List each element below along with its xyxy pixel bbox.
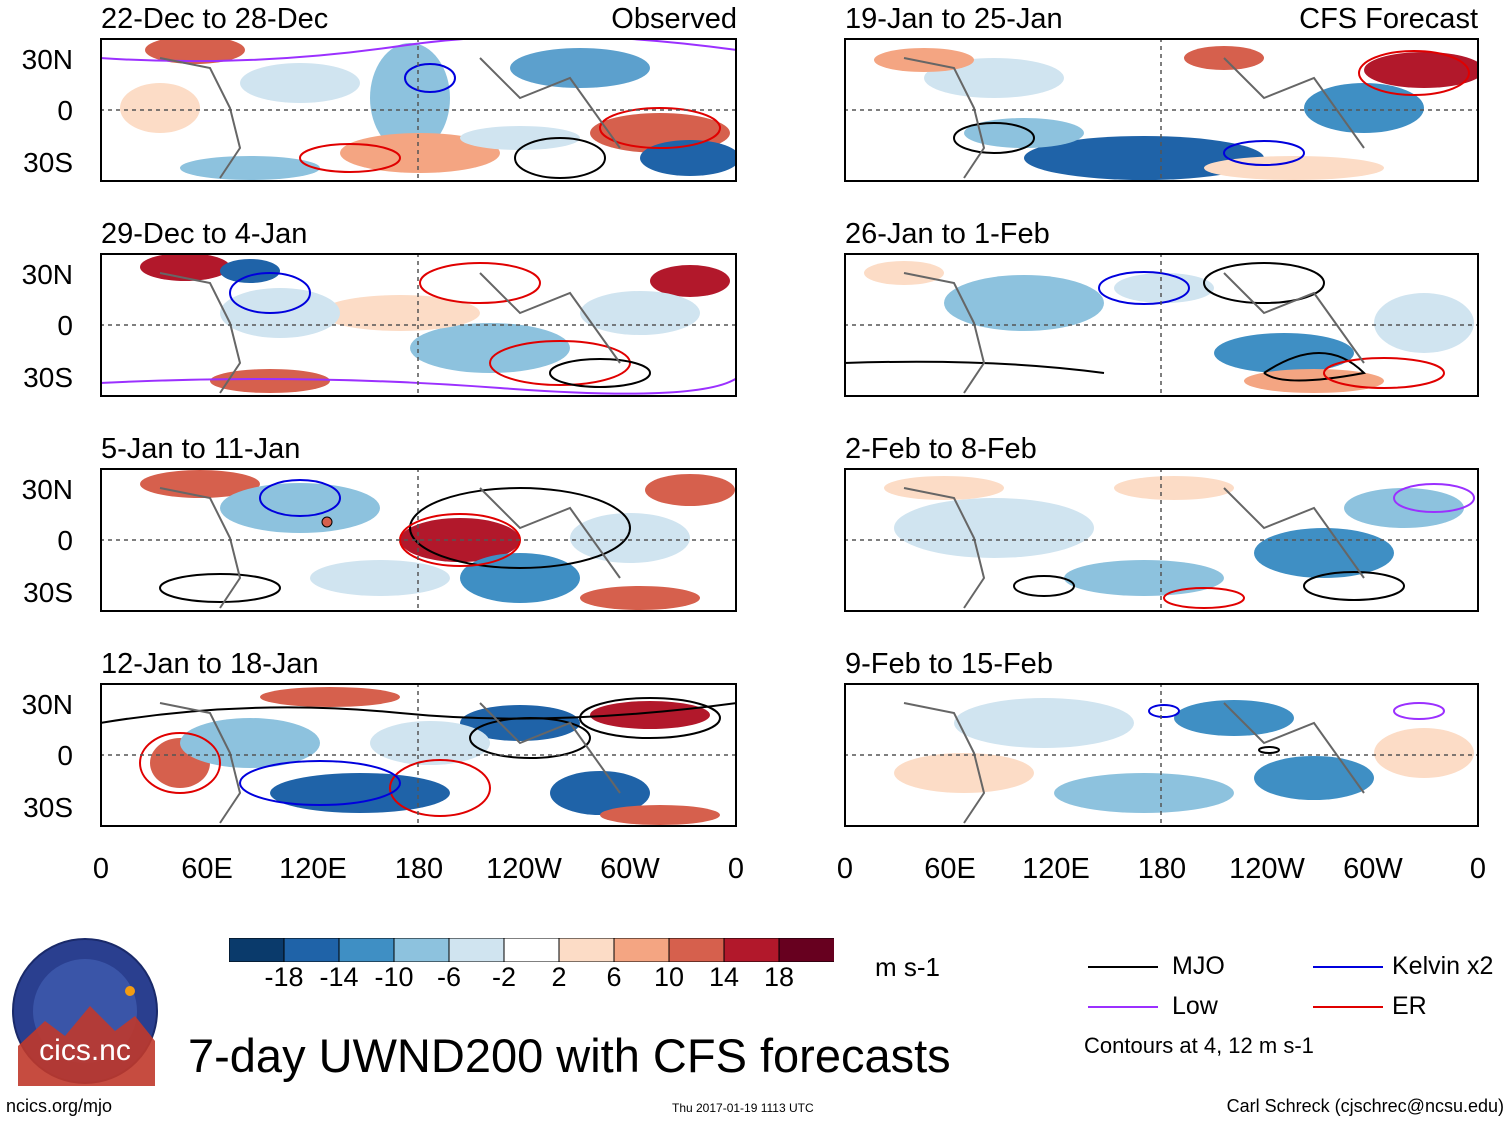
main-title: 7-day UWND200 with CFS forecasts xyxy=(188,1029,951,1082)
colorbar-label: -14 xyxy=(319,962,359,992)
colorbar-label: 14 xyxy=(708,962,740,992)
panel-5-title: 5-Jan to 11-Jan xyxy=(101,433,301,465)
panel-7-title: 12-Jan to 18-Jan xyxy=(101,648,319,680)
lat-label-0: 0 xyxy=(57,310,73,341)
lat-label-30s: 30S xyxy=(23,362,73,393)
colorbar-swatch xyxy=(503,938,560,962)
footer-url: ncics.org/mjo xyxy=(6,1096,113,1116)
footer-author: Carl Schreck (cjschrec@ncsu.edu) xyxy=(1226,1096,1504,1116)
colorbar-label: -2 xyxy=(491,962,516,992)
legend-line-low xyxy=(1088,1006,1158,1008)
colorbar-label: 10 xyxy=(653,962,685,992)
map-panel-observed-3 xyxy=(100,468,737,612)
footer-timestamp: Thu 2017-01-19 1113 UTC xyxy=(672,1101,814,1115)
colorbar-label: 2 xyxy=(551,962,567,992)
lon-label: 60W xyxy=(1343,853,1403,885)
map-panel-observed-1 xyxy=(100,38,737,182)
lat-label-30n: 30N xyxy=(21,474,73,505)
panel-3-title: 29-Dec to 4-Jan xyxy=(101,218,308,250)
lat-label-30n: 30N xyxy=(21,689,73,720)
panel-1-tag: Observed xyxy=(611,3,737,35)
legend-label-kelvin: Kelvin x2 xyxy=(1392,952,1494,980)
panel-6-title: 2-Feb to 8-Feb xyxy=(845,433,1037,465)
legend-line-kelvin xyxy=(1313,966,1383,968)
lon-label: 180 xyxy=(394,853,444,885)
lat-label-30n: 30N xyxy=(21,259,73,290)
lon-label: 0 xyxy=(1469,853,1487,885)
map-panel-forecast-4 xyxy=(844,683,1479,827)
lat-label-30n: 30N xyxy=(21,44,73,75)
panel-2-title: 19-Jan to 25-Jan xyxy=(845,3,1063,35)
colorbar-swatch xyxy=(778,938,834,962)
colorbar-swatch xyxy=(393,938,450,962)
colorbar-swatch xyxy=(283,938,340,962)
legend-line-mjo xyxy=(1088,966,1158,968)
lon-label: 120W xyxy=(486,853,562,885)
lon-label: 120E xyxy=(1022,853,1090,885)
colorbar-label: 18 xyxy=(763,962,795,992)
colorbar-label: 6 xyxy=(606,962,622,992)
lon-label: 60E xyxy=(924,853,976,885)
lat-label-0: 0 xyxy=(57,95,73,126)
map-panel-forecast-1 xyxy=(844,38,1479,182)
panel-2-tag: CFS Forecast xyxy=(1299,3,1478,35)
legend-label-low: Low xyxy=(1172,992,1218,1020)
lat-label-30s: 30S xyxy=(23,792,73,823)
colorbar-label: -18 xyxy=(264,962,304,992)
lon-label: 120E xyxy=(279,853,347,885)
colorbar-label: -10 xyxy=(374,962,414,992)
lon-label: 180 xyxy=(1137,853,1187,885)
colorbar-swatch xyxy=(668,938,725,962)
panel-4-title: 26-Jan to 1-Feb xyxy=(845,218,1050,250)
logo-text: cics.nc xyxy=(39,1034,131,1067)
legend-line-er xyxy=(1313,1006,1383,1008)
colorbar-swatch xyxy=(558,938,615,962)
lon-label: 0 xyxy=(836,853,854,885)
map-panel-forecast-2 xyxy=(844,253,1479,397)
map-panel-observed-4 xyxy=(100,683,737,827)
lat-label-0: 0 xyxy=(57,740,73,771)
lat-label-0: 0 xyxy=(57,525,73,556)
panel-1-title: 22-Dec to 28-Dec xyxy=(101,3,329,35)
lon-label: 120W xyxy=(1229,853,1305,885)
lon-label: 60E xyxy=(181,853,233,885)
colorbar xyxy=(229,938,834,962)
legend-label-mjo: MJO xyxy=(1172,952,1225,980)
colorbar-swatch xyxy=(613,938,670,962)
lon-label: 0 xyxy=(92,853,110,885)
colorbar-swatch xyxy=(723,938,780,962)
map-panel-forecast-3 xyxy=(844,468,1479,612)
contour-note: Contours at 4, 12 m s-1 xyxy=(1084,1033,1314,1058)
lat-label-30s: 30S xyxy=(23,147,73,178)
map-panel-observed-2 xyxy=(100,253,737,397)
colorbar-swatch xyxy=(229,938,285,962)
panel-8-title: 9-Feb to 15-Feb xyxy=(845,648,1053,680)
colorbar-label: -6 xyxy=(436,962,461,992)
colorbar-swatch xyxy=(338,938,395,962)
cics-logo: cics.nc xyxy=(12,938,158,1086)
colorbar-swatch xyxy=(448,938,505,962)
legend-label-er: ER xyxy=(1392,992,1427,1020)
lon-label: 60W xyxy=(600,853,660,885)
colorbar-units: m s-1 xyxy=(875,952,940,982)
lat-label-30s: 30S xyxy=(23,577,73,608)
lon-label: 0 xyxy=(727,853,745,885)
